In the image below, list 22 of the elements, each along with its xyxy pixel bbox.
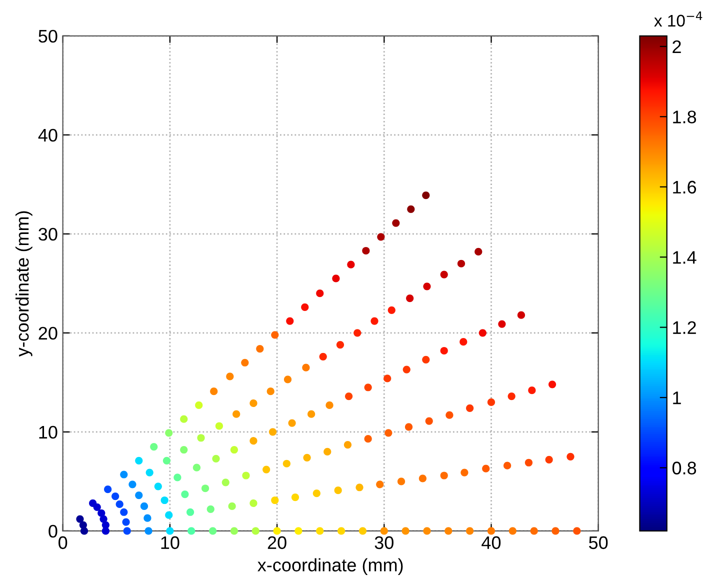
color-bar-label: 2 xyxy=(672,40,681,53)
y-tick-label: 40 xyxy=(38,128,58,142)
y-tick-label: 30 xyxy=(38,228,58,241)
color-bar-label: 1 xyxy=(673,392,681,404)
color-bar-label: 1.4 xyxy=(673,251,696,264)
x-tick-label: 50 xyxy=(589,536,608,550)
y-axis-title: y-coordinate (mm) xyxy=(16,211,32,357)
x-tick-label: 20 xyxy=(268,536,286,550)
color-bar-label: 1.8 xyxy=(673,110,696,124)
x-tick-label: 40 xyxy=(482,536,501,550)
x-tick-label: 10 xyxy=(161,536,180,550)
color-bar-label: 0.8 xyxy=(672,462,696,474)
x-tick-label: 0 xyxy=(58,536,68,550)
x-tick-label: 30 xyxy=(374,536,394,550)
text: x 10$^{−4}$ xyxy=(654,12,702,27)
y-tick-label: 50 xyxy=(38,30,58,43)
x-axis-title: x-coordinate (mm) xyxy=(258,558,403,576)
color-bar-label: 1.6 xyxy=(673,180,696,194)
y-tick-label: 0 xyxy=(48,524,58,538)
y-tick-label: 20 xyxy=(38,326,58,340)
color-bar-label: 1.2 xyxy=(673,321,696,334)
y-tick-label: 10 xyxy=(39,426,58,439)
